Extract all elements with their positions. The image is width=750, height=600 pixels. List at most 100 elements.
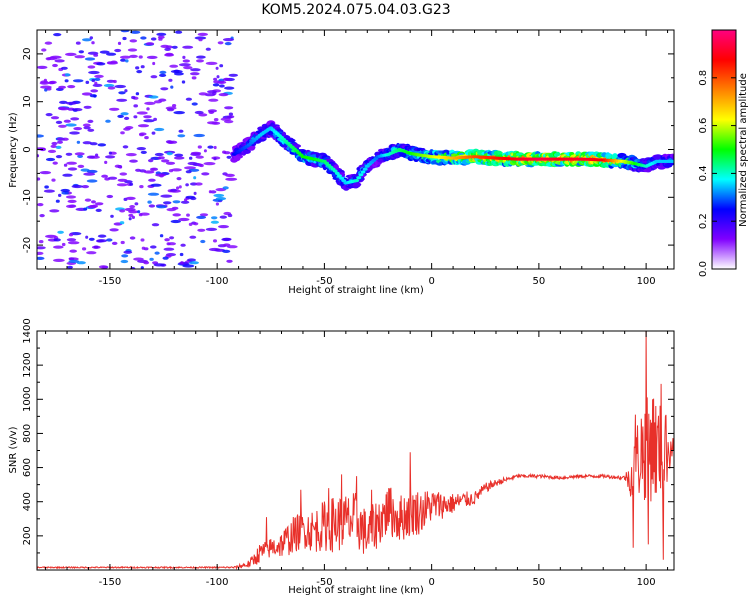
noise-blob xyxy=(140,36,147,40)
noise-blob xyxy=(55,145,62,149)
noise-blob xyxy=(156,32,167,37)
noise-blob xyxy=(49,209,60,213)
noise-blob xyxy=(87,205,97,209)
noise-blob xyxy=(207,109,217,113)
noise-blob xyxy=(137,210,141,214)
noise-blob xyxy=(163,247,175,251)
noise-blob xyxy=(150,245,157,249)
noise-blob xyxy=(69,131,80,135)
noise-blob xyxy=(89,36,94,40)
noise-blob xyxy=(187,161,198,166)
noise-blob xyxy=(81,185,90,189)
noise-blob xyxy=(95,208,102,212)
noise-blob xyxy=(120,131,125,135)
noise-blob xyxy=(212,83,220,87)
y-tick-label: 1000 xyxy=(22,387,33,412)
noise-blob xyxy=(215,197,227,201)
noise-blob xyxy=(86,179,98,183)
noise-blob xyxy=(117,178,128,182)
noise-blob xyxy=(129,205,136,209)
noise-blob xyxy=(60,188,70,193)
noise-blob xyxy=(47,149,57,153)
ridge-core xyxy=(336,174,342,178)
noise-blob xyxy=(140,266,144,269)
noise-blob xyxy=(134,202,139,206)
noise-blob xyxy=(125,153,137,157)
noise-blob xyxy=(119,172,128,176)
noise-blob xyxy=(166,108,175,112)
noise-blob xyxy=(219,64,224,68)
noise-blob xyxy=(169,64,179,68)
noise-blob xyxy=(169,236,175,240)
noise-blob xyxy=(120,112,129,116)
noise-blob xyxy=(109,228,119,232)
noise-blob xyxy=(152,61,156,66)
y-tick-label: 400 xyxy=(22,492,33,511)
y-tick-label: -20 xyxy=(22,237,33,253)
ridge-core xyxy=(334,171,340,175)
noise-blob xyxy=(178,217,190,222)
noise-blob xyxy=(99,50,110,54)
ridge-core xyxy=(671,159,674,163)
noise-blob xyxy=(37,177,41,181)
noise-blob xyxy=(37,203,44,207)
noise-blob xyxy=(198,92,208,96)
noise-blob xyxy=(201,172,210,176)
noise-blob xyxy=(213,157,217,161)
noise-blob xyxy=(184,198,188,202)
noise-blob xyxy=(188,222,193,226)
ridge-mark xyxy=(653,154,663,160)
noise-blob xyxy=(38,240,44,244)
noise-blob xyxy=(185,195,196,199)
noise-blob xyxy=(224,120,234,124)
noise-blob xyxy=(150,75,158,79)
noise-blob xyxy=(50,144,57,148)
colorbar-gradient xyxy=(712,30,736,269)
spectrogram-background xyxy=(37,30,674,269)
noise-blob xyxy=(128,217,132,221)
ridge-core xyxy=(339,176,345,180)
noise-blob xyxy=(62,173,73,177)
noise-blob xyxy=(114,48,122,53)
noise-blob xyxy=(94,77,101,81)
colorbar: 0.0 0.2 0.4 0.6 0.8 Normalized spectral ampl… xyxy=(698,29,749,277)
noise-blob xyxy=(54,59,65,63)
noise-blob xyxy=(203,162,216,166)
noise-blob xyxy=(52,63,58,68)
noise-blob xyxy=(172,200,181,204)
noise-blob xyxy=(67,85,76,89)
y-tick-label: 1400 xyxy=(22,318,33,343)
noise-blob xyxy=(196,59,204,63)
noise-blob xyxy=(66,204,75,208)
noise-blob xyxy=(227,213,233,218)
noise-blob xyxy=(111,241,118,245)
noise-blob xyxy=(120,240,125,245)
noise-blob xyxy=(184,166,196,170)
noise-blob xyxy=(85,80,90,84)
spectrogram-x-axis-label: Height of straight line (km) xyxy=(288,285,424,296)
noise-blob xyxy=(222,249,231,253)
noise-blob xyxy=(147,192,160,196)
noise-blob xyxy=(61,66,68,70)
noise-blob xyxy=(66,238,77,242)
noise-blob xyxy=(106,238,113,242)
noise-blob xyxy=(50,116,60,120)
x-tick-label: -50 xyxy=(316,276,332,287)
noise-blob xyxy=(105,155,116,159)
y-tick-label: 10 xyxy=(22,95,33,108)
noise-blob xyxy=(172,104,177,108)
noise-blob xyxy=(135,168,142,172)
noise-blob xyxy=(93,53,99,57)
noise-blob xyxy=(52,161,58,165)
noise-blob xyxy=(123,127,131,131)
noise-blob xyxy=(193,133,205,138)
noise-blob xyxy=(37,154,40,158)
x-tick-label: 100 xyxy=(637,276,656,287)
ridge-core xyxy=(362,167,368,171)
ridge-mark xyxy=(353,182,362,187)
noise-blob xyxy=(130,30,141,34)
noise-blob xyxy=(45,113,53,117)
noise-blob xyxy=(82,247,87,251)
y-tick-label: 0 xyxy=(22,146,33,152)
noise-blob xyxy=(66,161,77,165)
